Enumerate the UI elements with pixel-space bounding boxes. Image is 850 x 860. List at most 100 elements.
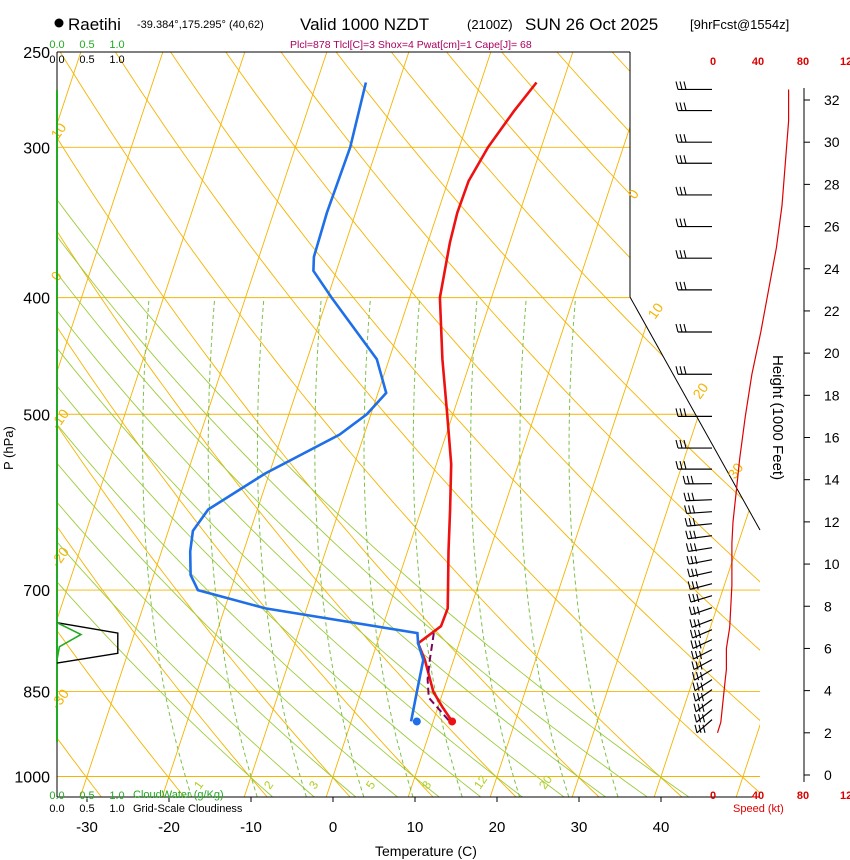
wind-barb-feather (699, 671, 704, 681)
wind-barb-feather (699, 661, 703, 670)
isotherm-line (243, 52, 492, 797)
wind-barb-feather (675, 186, 679, 196)
wind-barb-feather (683, 81, 687, 90)
dry-adiabat-line (57, 629, 185, 797)
wind-barb-feather (689, 543, 693, 552)
wind-barb-feather (696, 593, 700, 603)
station-coords: -39.384°,175.295° (40,62) (137, 19, 264, 31)
wind-barb-feather (683, 250, 687, 259)
height-tick-label: 30 (824, 134, 840, 150)
moist-adiabat-line (57, 541, 315, 797)
pressure-tick-label: 1000 (14, 770, 50, 787)
mixing-ratio-line (314, 297, 365, 797)
cloudwater-line (56, 621, 83, 661)
height-tick-label: 2 (824, 725, 832, 741)
cloudwater-tick-top: 0.5 (79, 39, 94, 51)
wind-barb-feather (687, 568, 691, 577)
cloudwater-tick-bottom: 1.0 (109, 790, 124, 802)
mixing-ratio-line (470, 297, 521, 797)
wind-barb-feather (692, 593, 696, 603)
wind-barb-feather (689, 619, 693, 628)
wind-barb-feather (697, 703, 701, 712)
x-tick-label: 40 (653, 819, 670, 836)
wind-barb-feather (698, 640, 702, 649)
wind-barb (694, 669, 713, 681)
surface-temperature-dot (448, 717, 457, 726)
isotherm-line (161, 52, 410, 797)
cloudwater-tick-bottom: 0.0 (49, 790, 64, 802)
wind-barb-feather (692, 505, 696, 514)
wind-barb-feather (694, 640, 698, 649)
wind-barb-feather (675, 155, 679, 164)
wind-barb-feather (692, 606, 696, 615)
wind-barb-feather (679, 439, 683, 449)
wind-barb-feather (675, 439, 679, 449)
isotherm-line (57, 52, 164, 374)
wind-barb-feather (685, 530, 689, 539)
cloudiness-tick-bottom: 0.0 (49, 803, 64, 815)
isotherm-label: -20 (47, 544, 72, 570)
speed-tick-bottom: 40 (752, 790, 764, 802)
wind-barb-feather (683, 366, 687, 375)
height-tick-label: 24 (824, 261, 840, 277)
cloudwater-tick-top: 1.0 (109, 39, 124, 51)
isotherm-label: 10 (47, 120, 69, 142)
wind-barb (696, 719, 713, 734)
wind-barb-feather (686, 475, 690, 485)
wind-barb-feather (690, 650, 695, 660)
wind-barb-feather (679, 366, 683, 375)
cloudiness-tick-top: 1.0 (109, 54, 124, 66)
wind-barb-feather (691, 661, 695, 670)
wind-barb-feather (683, 439, 687, 449)
indices-line: Plcl=878 Tlcl[C]=3 Shox=4 Pwat[cm]=1 Cap… (290, 39, 532, 51)
x-axis-label: Temperature (C) (375, 843, 477, 859)
dry-adiabat-line (390, 52, 760, 451)
x-tick-label: 20 (489, 819, 506, 836)
dry-adiabat-line (57, 230, 517, 797)
cloudiness-tick-bottom: 0.5 (79, 803, 94, 815)
mixing-ratio-label: 2 (261, 778, 276, 792)
wind-barb-feather (690, 640, 694, 649)
pressure-tick-label: 400 (23, 291, 50, 308)
height-tick-label: 26 (824, 219, 840, 235)
dewpoint-line (188, 82, 425, 722)
moist-adiabat-line (57, 199, 690, 797)
wind-barb-feather (679, 461, 683, 470)
mixing-ratio-line (207, 297, 258, 797)
wind-barbs (675, 81, 713, 734)
cloudiness-tick-bottom: 1.0 (109, 803, 124, 815)
wind-barb-feather (689, 629, 694, 639)
wind-barb-feather (679, 134, 683, 143)
wind-barb-feather (683, 186, 687, 196)
wind-barb-feather (679, 155, 683, 164)
wind-barb-feather (700, 693, 705, 702)
wind-barb (695, 689, 713, 702)
speed-axis-label: Speed (kt) (733, 803, 784, 815)
wind-barb-feather (702, 724, 706, 733)
height-tick-label: 0 (824, 767, 832, 783)
wind-speed-profile (716, 89, 790, 733)
wind-barb-feather (697, 619, 701, 628)
wind-barb-feather (675, 250, 679, 259)
moist-adiabat-line (57, 309, 565, 797)
wind-barb-feather (675, 366, 679, 375)
height-tick-label: 28 (824, 176, 840, 192)
moist-adiabat-line (57, 501, 357, 797)
isotherm-label: -30 (47, 686, 72, 712)
wind-barb-feather (691, 671, 696, 681)
pressure-tick-label: 500 (23, 407, 50, 424)
wind-barb-feather (684, 517, 688, 527)
x-tick-label: 30 (571, 819, 588, 836)
height-tick-label: 14 (824, 472, 840, 488)
wind-barb-feather (701, 714, 706, 723)
height-tick-label: 10 (824, 556, 840, 572)
panel-diagonal (629, 296, 761, 531)
cloudwater-label: CloudWater (g/Kg) (133, 789, 224, 801)
wind-barb-feather (697, 714, 702, 723)
wind-barb-feather (694, 724, 698, 733)
wind-barb-feather (698, 724, 702, 733)
moist-adiabat-line (57, 423, 440, 797)
valid-time: Valid 1000 NZDT (300, 15, 429, 34)
